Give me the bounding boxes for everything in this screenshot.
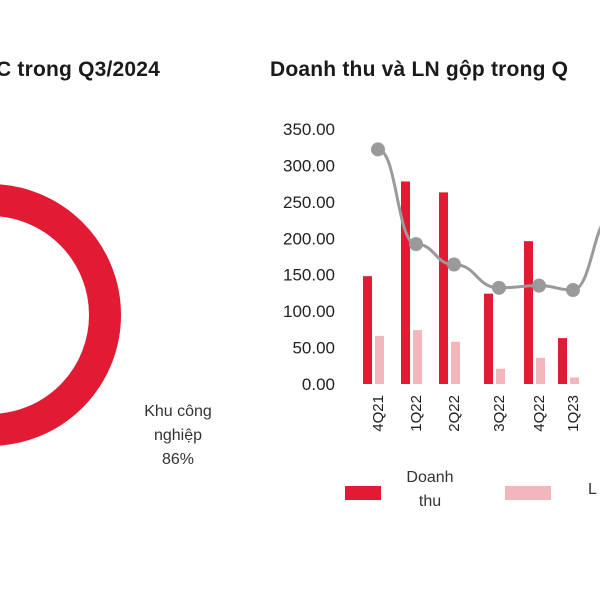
bar-ln-gop <box>496 368 505 384</box>
line-series-path <box>377 147 600 292</box>
bar-doanh-thu <box>439 192 448 384</box>
legend-label-doanh-thu: Doanh thu <box>400 466 460 514</box>
line-series-point <box>532 278 546 293</box>
x-tick-label: 1Q23 <box>565 395 582 432</box>
bar-doanh-thu <box>524 241 533 384</box>
bar-ln-gop <box>451 341 460 384</box>
line-series-point <box>566 283 580 298</box>
bar-doanh-thu <box>363 276 372 384</box>
bar-ln-gop <box>413 330 422 384</box>
legend-swatch-ln <box>505 486 551 500</box>
donut-label-value: 86% <box>161 451 195 468</box>
bar-doanh-thu <box>401 181 410 384</box>
bar-doanh-thu <box>484 293 493 384</box>
x-tick-label: 4Q22 <box>531 395 548 432</box>
bar-doanh-thu <box>558 338 567 384</box>
y-tick-label: 350.00 <box>283 120 335 139</box>
line-series-point <box>409 237 423 252</box>
y-tick-label: 50.00 <box>292 339 335 358</box>
y-tick-label: 300.00 <box>283 156 335 175</box>
bar-chart-title: Doanh thu và LN gộp trong Q <box>270 58 569 81</box>
bar-ln-gop <box>375 335 384 384</box>
donut-label-line2: nghiệp <box>153 427 203 444</box>
line-series-point <box>447 257 461 272</box>
legend-swatch-doanh-thu <box>345 486 381 500</box>
donut-segment-label: Khu công nghiệp 86% <box>130 400 226 472</box>
legend-label-doanh-thu-line1: Doanh <box>406 469 454 486</box>
bar-ln-gop <box>570 377 579 384</box>
legend-label-doanh-thu-line2: thu <box>418 493 442 510</box>
x-tick-label: 4Q21 <box>370 395 387 432</box>
line-series-point <box>371 142 385 157</box>
y-tick-label: 150.00 <box>283 266 335 285</box>
y-tick-label: 100.00 <box>283 302 335 321</box>
donut-chart-title: C trong Q3/2024 <box>0 58 161 81</box>
x-tick-label: 3Q22 <box>491 395 508 432</box>
donut-label-line1: Khu công <box>144 403 212 420</box>
bar-ln-gop <box>536 357 545 384</box>
y-tick-label: 200.00 <box>283 229 335 248</box>
legend-label-ln: L <box>588 481 597 498</box>
x-tick-label: 1Q22 <box>408 395 425 432</box>
line-series-point <box>492 280 506 295</box>
y-tick-label: 0.00 <box>302 375 335 394</box>
y-tick-label: 250.00 <box>283 193 335 212</box>
x-tick-label: 2Q22 <box>446 395 463 432</box>
donut-slice-khu-cong-nghiep <box>0 184 121 446</box>
